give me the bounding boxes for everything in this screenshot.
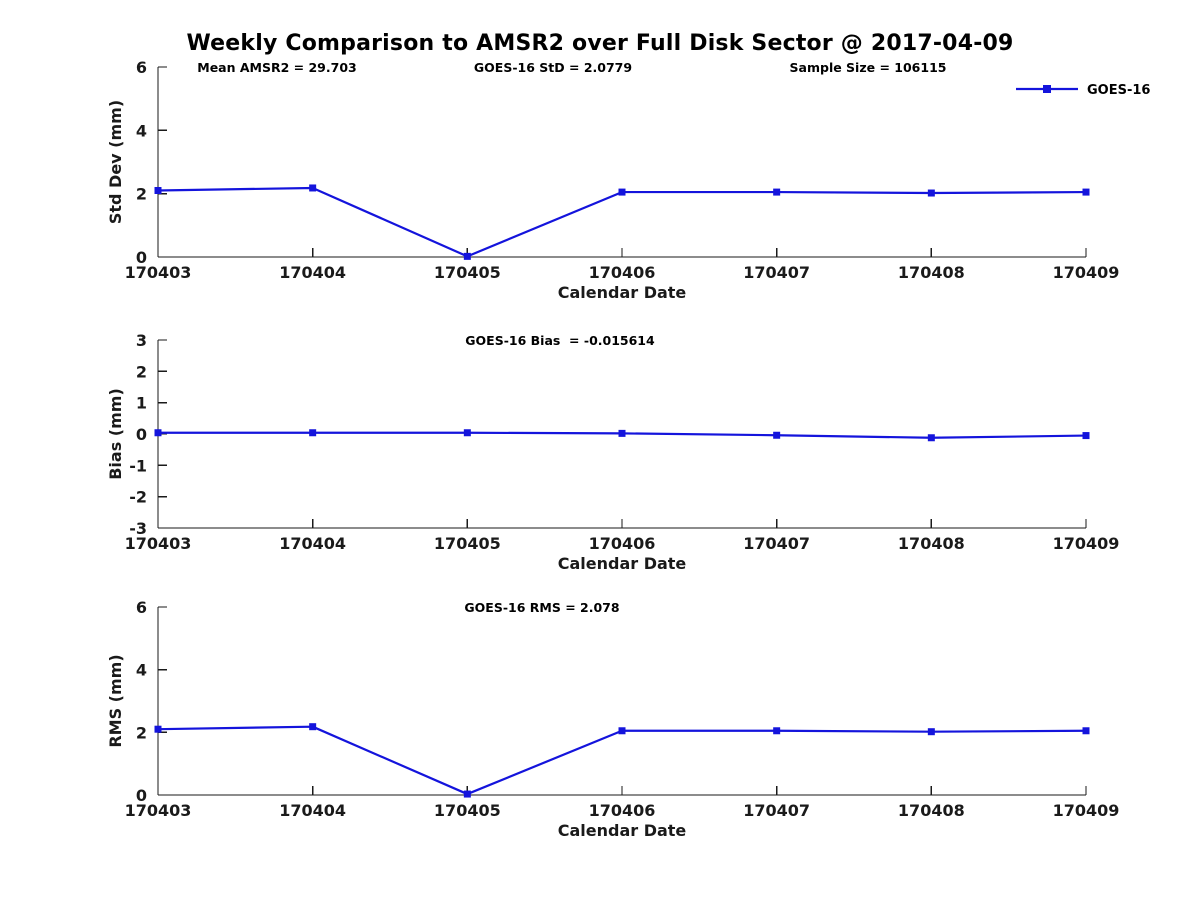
y-tick-label: 6 <box>136 598 147 617</box>
data-point-marker <box>309 184 317 192</box>
data-point-marker <box>927 434 935 442</box>
subplot-rms: 170403 170404 170405 170406 170407 170408 1704… <box>106 600 1119 840</box>
subplot-bias: 170403 170404 170405 170406 170407 170408 1704… <box>106 333 1119 573</box>
data-point-marker <box>463 252 471 260</box>
y-axis-title: Bias (mm) <box>106 388 125 480</box>
x-tick-label: 170404 <box>279 534 346 553</box>
annotation: GOES-16 StD = 2.0779 <box>474 60 632 75</box>
x-tick-label: 170409 <box>1053 534 1120 553</box>
y-tick-label: 0 <box>136 786 147 805</box>
y-tick-label: -1 <box>129 456 147 475</box>
x-axis-title: Calendar Date <box>558 283 687 302</box>
annotation: Sample Size = 106115 <box>790 60 947 75</box>
x-tick-label: 170405 <box>434 534 501 553</box>
y-tick-label: 0 <box>136 425 147 444</box>
x-tick-label: 170407 <box>743 801 810 820</box>
data-point-marker <box>154 725 162 733</box>
x-tick-label: 170404 <box>279 263 346 282</box>
y-tick-label: -3 <box>129 519 147 538</box>
data-point-marker <box>773 727 781 735</box>
x-tick-label: 170403 <box>125 263 192 282</box>
data-point-marker <box>773 188 781 196</box>
x-tick-label: 170405 <box>434 263 501 282</box>
data-point-marker <box>927 728 935 736</box>
x-tick-label: 170406 <box>589 534 656 553</box>
goes16-line <box>157 186 1087 258</box>
y-axis-title: Std Dev (mm) <box>106 100 125 224</box>
x-tick-label: 170407 <box>743 534 810 553</box>
x-tick-label: 170409 <box>1053 801 1120 820</box>
data-point-marker <box>309 429 317 437</box>
data-point-marker <box>154 187 162 194</box>
data-point-marker <box>927 189 935 197</box>
annotation: GOES-16 Bias = -0.015614 <box>465 333 655 348</box>
y-tick-label: 2 <box>136 723 147 742</box>
data-point-marker <box>1082 188 1090 196</box>
subplot-std-dev: 170403 170404 170405 170406 170407 170408 1704… <box>106 60 1150 302</box>
data-point-marker <box>463 790 471 798</box>
data-point-marker <box>309 723 317 731</box>
x-tick-label: 170408 <box>898 801 965 820</box>
data-point-marker <box>1082 432 1090 440</box>
data-point-marker <box>1082 727 1090 735</box>
legend: GOES-16 <box>1016 83 1150 98</box>
data-point-marker <box>773 431 781 439</box>
x-tick-label: 170403 <box>125 801 192 820</box>
x-axis-title: Calendar Date <box>558 821 687 840</box>
legend-marker-icon <box>1043 85 1051 93</box>
x-tick-label: 170406 <box>589 801 656 820</box>
y-tick-label: 2 <box>136 185 147 204</box>
annotation: Mean AMSR2 = 29.703 <box>197 60 356 75</box>
y-tick-label: 4 <box>136 661 147 680</box>
x-tick-label: 170409 <box>1053 263 1120 282</box>
y-tick-label: 0 <box>136 248 147 267</box>
y-tick-label: 3 <box>136 331 147 350</box>
y-tick-label: 1 <box>136 394 147 413</box>
data-point-marker <box>618 188 626 196</box>
y-tick-label: 2 <box>136 362 147 381</box>
x-tick-label: 170404 <box>279 801 346 820</box>
y-tick-label: 4 <box>136 121 147 140</box>
x-tick-label: 170403 <box>125 534 192 553</box>
x-tick-label: 170407 <box>743 263 810 282</box>
annotation: GOES-16 RMS = 2.078 <box>464 600 619 615</box>
x-tick-label: 170406 <box>589 263 656 282</box>
y-tick-label: -2 <box>129 488 147 507</box>
data-point-marker <box>154 429 162 437</box>
figure-title: Weekly Comparison to AMSR2 over Full Dis… <box>186 31 1014 56</box>
data-point-marker <box>463 429 471 437</box>
y-tick-label: 6 <box>136 58 147 77</box>
x-tick-label: 170408 <box>898 534 965 553</box>
data-point-marker <box>618 429 626 437</box>
legend-label: GOES-16 <box>1087 83 1150 98</box>
x-axis-title: Calendar Date <box>558 554 687 573</box>
x-tick-label: 170408 <box>898 263 965 282</box>
x-tick-label: 170405 <box>434 801 501 820</box>
data-point-marker <box>618 727 626 735</box>
y-axis-title: RMS (mm) <box>106 654 125 747</box>
goes16-line <box>157 725 1087 796</box>
